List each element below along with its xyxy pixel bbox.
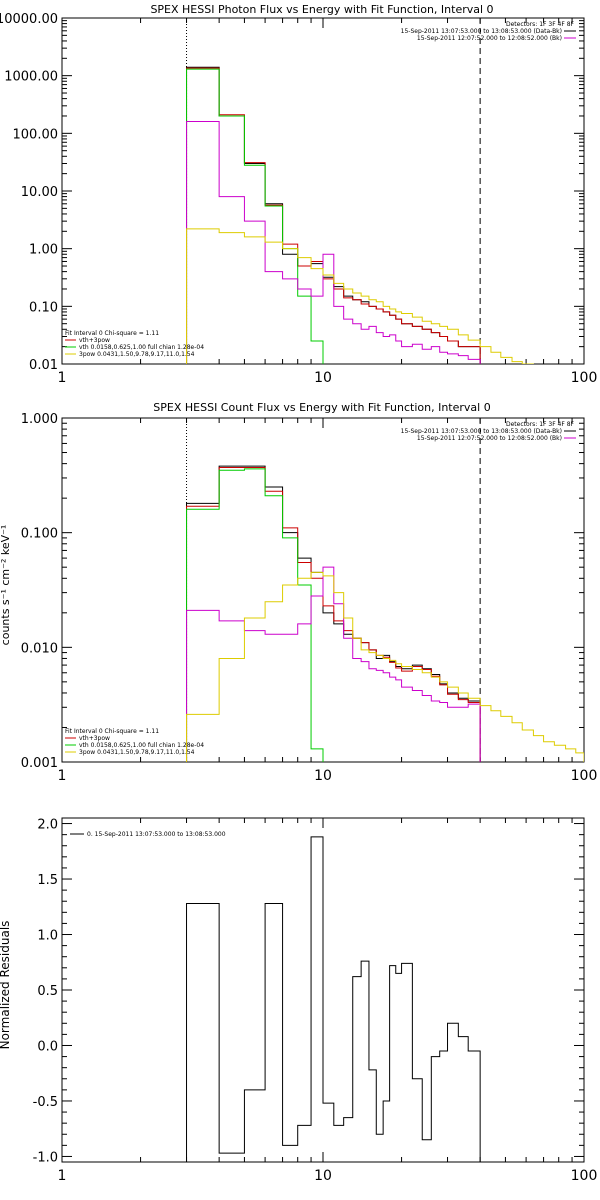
legend-entry: vth 0.0158,0.625,1.00 full chian 1.28e-0…	[79, 742, 204, 749]
spectrum-series-2	[186, 68, 324, 364]
x-tick-label: 1	[58, 1168, 67, 1184]
spectrum-series-4	[186, 228, 534, 364]
legend-entry: vth 0.0158,0.625,1.00 full chian 1.28e-0…	[79, 344, 204, 351]
spectrum-series-0	[186, 836, 481, 1162]
spectrum-series-1	[186, 467, 481, 762]
spectrum-series-4	[186, 571, 584, 762]
y-tick-label: -1.0	[33, 1150, 58, 1165]
y-tick-label: -0.5	[33, 1095, 58, 1110]
photon-flux-legend-bottom-left: Fit Interval 0 Chi-square = 1.11vth+3pow…	[65, 330, 204, 358]
photon-flux-series	[186, 66, 534, 364]
count-flux-series	[186, 465, 584, 762]
spectrum-series-3	[186, 566, 481, 762]
legend-entry: vth+3pow	[79, 337, 110, 344]
residuals-panel: Normalized Residuals 1 10 100 -1.0 -0.5 0.0 0.…	[0, 817, 598, 1184]
residuals-ylabel: Normalized Residuals	[0, 921, 12, 1050]
legend-entry: 3pow 0.0431,1.50,9.78,9.17,11.0,1.54	[79, 351, 195, 358]
spectrum-series-1	[186, 67, 481, 364]
legend-entry: 3pow 0.0431,1.50,9.78,9.17,11.0,1.54	[79, 749, 195, 756]
count-flux-panel: SPEX HESSI Count Flux vs Energy with Fit…	[0, 401, 597, 784]
y-tick-label: 0.100	[21, 527, 58, 542]
legend-entry: 15-Sep-2011 12:07:52.000 to 12:08:52.000…	[417, 35, 562, 42]
legend-entry: Detectors: 1F 3F 4F 8F	[506, 421, 575, 428]
y-tick-label: 10.00	[21, 185, 58, 200]
x-tick-label: 1	[58, 768, 67, 784]
count-flux-ylabel: counts s⁻¹ cm⁻² keV⁻¹	[0, 525, 12, 646]
y-tick-label: 0.10	[29, 300, 58, 315]
plot-frame	[61, 17, 585, 365]
legend-entry: vth+3pow	[79, 735, 110, 742]
count-flux-title: SPEX HESSI Count Flux vs Energy with Fit…	[153, 401, 490, 414]
y-tick-label: 0.01	[29, 358, 58, 373]
legend-entry: 0. 15-Sep-2011 13:07:53.000 to 13:08:53.…	[87, 831, 226, 838]
y-tick-label: 1000.00	[4, 70, 58, 85]
y-tick-label: 2.0	[37, 818, 58, 833]
count-flux-legend-bottom-left: Fit Interval 0 Chi-square = 1.11vth+3pow…	[65, 728, 204, 756]
legend-entry: 15-Sep-2011 13:07:53.000 to 13:08:53.000…	[401, 28, 562, 35]
photon-flux-panel: SPEX HESSI Photon Flux vs Energy with Fi…	[0, 3, 597, 386]
y-tick-label: 0.001	[21, 756, 58, 771]
y-tick-label: 100.00	[13, 127, 59, 142]
y-tick-label: 1.5	[37, 873, 58, 888]
y-tick-label: 0.5	[37, 984, 58, 999]
legend-entry: Fit Interval 0 Chi-square = 1.11	[65, 330, 159, 337]
x-tick-label: 10	[314, 768, 332, 784]
x-tick-label: 100	[571, 1168, 598, 1184]
y-tick-label: 1.00	[29, 243, 58, 258]
x-tick-label: 1	[58, 370, 67, 386]
x-tick-label: 10	[314, 1168, 332, 1184]
residuals-series	[186, 836, 481, 1162]
residuals-legend: 0. 15-Sep-2011 13:07:53.000 to 13:08:53.…	[70, 831, 226, 838]
spectrum-series-2	[186, 468, 324, 762]
y-tick-label: 0.0	[37, 1039, 58, 1054]
x-tick-label: 100	[571, 768, 598, 784]
y-tick-label: 1.0	[37, 929, 58, 944]
y-tick-label: 0.010	[21, 641, 58, 656]
x-tick-label: 100	[571, 370, 598, 386]
legend-entry: 15-Sep-2011 12:07:52.000 to 12:08:52.000…	[417, 435, 562, 442]
residuals-axes: 1 10 100 -1.0 -0.5 0.0 0.5 1.0 1.5 2.0	[33, 817, 598, 1184]
legend-entry: Detectors: 1F 3F 4F 8F	[506, 21, 575, 28]
y-tick-label: 1.000	[21, 412, 58, 427]
x-tick-label: 10	[314, 370, 332, 386]
spectrum-series-0	[186, 66, 481, 364]
photon-flux-title: SPEX HESSI Photon Flux vs Energy with Fi…	[150, 3, 493, 16]
legend-entry: 15-Sep-2011 13:07:53.000 to 13:08:53.000…	[401, 428, 562, 435]
y-tick-label: 10000.00	[0, 12, 58, 27]
spectrum-series-3	[186, 121, 481, 364]
legend-entry: Fit Interval 0 Chi-square = 1.11	[65, 728, 159, 735]
